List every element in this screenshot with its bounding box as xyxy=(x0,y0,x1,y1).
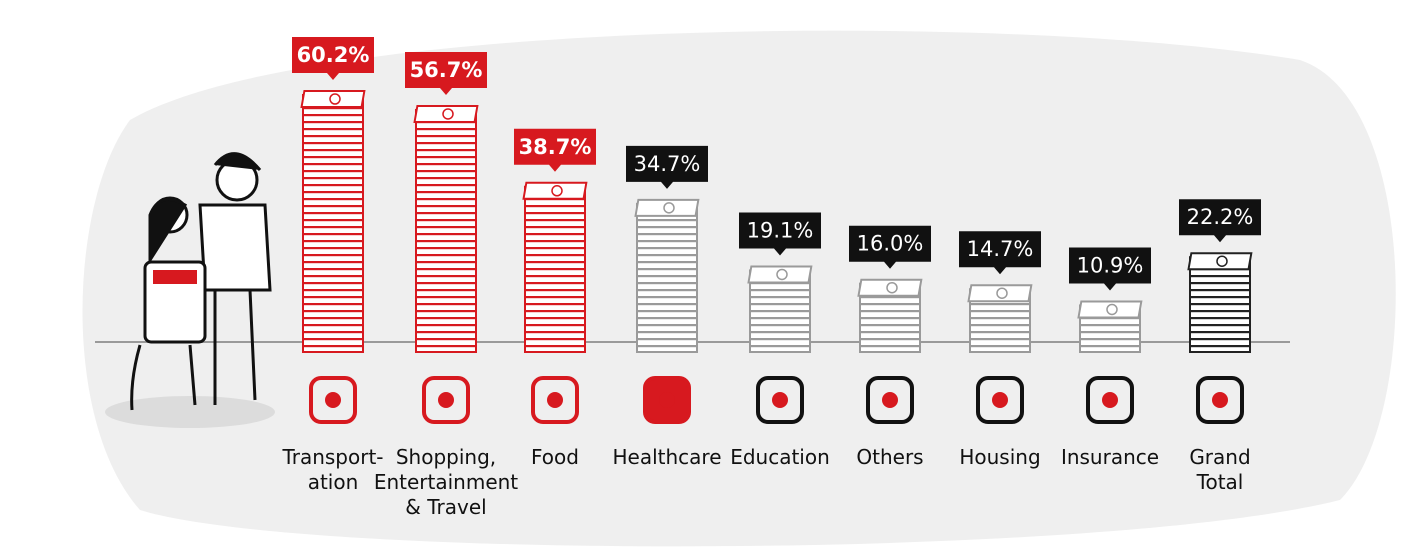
bill-coin xyxy=(551,185,563,197)
value-label-box xyxy=(292,37,374,80)
category-icon xyxy=(643,376,691,424)
top-bill xyxy=(1187,252,1253,271)
top-bill xyxy=(857,278,923,297)
x-tick-label: Healthcare xyxy=(612,445,721,469)
x-tick-label: Grand Total xyxy=(1189,445,1250,494)
icon-shape xyxy=(756,376,804,424)
bill-coin xyxy=(996,287,1008,299)
category-icon xyxy=(1196,376,1244,424)
x-tick-label: Food xyxy=(531,445,579,469)
icon-accent xyxy=(772,392,788,408)
icon-accent xyxy=(438,392,454,408)
icon-shape xyxy=(531,376,579,424)
category-icon xyxy=(1086,376,1134,424)
category-icon xyxy=(866,376,914,424)
value-label-box xyxy=(514,128,596,172)
value-label: 38.7% xyxy=(519,135,592,159)
category-icon xyxy=(422,376,470,424)
value-label-box xyxy=(626,145,708,189)
category-icon xyxy=(531,376,579,424)
value-label: 22.2% xyxy=(1187,205,1254,229)
top-bill xyxy=(1077,300,1143,319)
money-stack xyxy=(1189,256,1251,354)
icon-accent xyxy=(1102,392,1118,408)
icon-shape xyxy=(1086,376,1134,424)
value-label: 19.1% xyxy=(747,218,814,242)
value-label: 56.7% xyxy=(410,58,483,82)
bill-coin xyxy=(776,268,788,281)
value-label: 60.2% xyxy=(297,43,370,67)
x-tick-label: Insurance xyxy=(1061,445,1159,469)
money-stack xyxy=(524,185,586,353)
bill-coin xyxy=(886,281,898,294)
category-icon xyxy=(309,376,357,424)
value-label: 14.7% xyxy=(967,237,1034,261)
bill-coin xyxy=(663,202,675,214)
value-label: 16.0% xyxy=(857,232,924,256)
icon-shape xyxy=(866,376,914,424)
top-bill xyxy=(967,284,1033,303)
background-blob xyxy=(82,30,1396,547)
value-label: 10.9% xyxy=(1077,253,1144,277)
bill-coin xyxy=(329,93,341,105)
x-tick-label: Others xyxy=(856,445,923,469)
icon-shape xyxy=(309,376,357,424)
x-tick-label: Housing xyxy=(959,445,1040,469)
bill-coin xyxy=(442,108,454,120)
icon-accent xyxy=(659,392,675,408)
top-bill xyxy=(634,198,700,217)
icon-shape xyxy=(976,376,1024,424)
category-icon xyxy=(976,376,1024,424)
x-tick-label: Shopping, Entertainment & Travel xyxy=(374,445,518,519)
icon-shape xyxy=(1196,376,1244,424)
people-illustration xyxy=(130,152,272,411)
icon-accent xyxy=(325,392,341,408)
x-tick-label: Transport-ation xyxy=(281,445,383,494)
top-bill xyxy=(413,104,479,123)
top-bill xyxy=(522,181,588,200)
bill-coin xyxy=(1106,303,1118,316)
x-tick-label: Education xyxy=(730,445,830,469)
value-label-box xyxy=(1069,247,1151,291)
value-label-box xyxy=(959,231,1041,275)
category-icon xyxy=(756,376,804,424)
money-stack xyxy=(749,269,811,354)
icon-shape xyxy=(422,376,470,424)
illustration-shadow xyxy=(105,396,275,428)
value-label-box xyxy=(739,212,821,256)
value-label-box xyxy=(1179,199,1261,243)
value-label: 34.7% xyxy=(634,152,701,176)
icon-accent xyxy=(992,392,1008,408)
icon-accent xyxy=(547,392,563,408)
money-stack xyxy=(415,108,477,353)
bill-coin xyxy=(1216,255,1228,267)
money-stack xyxy=(302,94,364,353)
top-bill xyxy=(747,265,813,284)
value-label-box xyxy=(405,51,487,95)
money-stack xyxy=(636,202,698,353)
top-bill xyxy=(300,90,366,108)
icon-accent xyxy=(882,392,898,408)
value-label-box xyxy=(849,225,931,269)
icon-accent xyxy=(1212,392,1228,408)
